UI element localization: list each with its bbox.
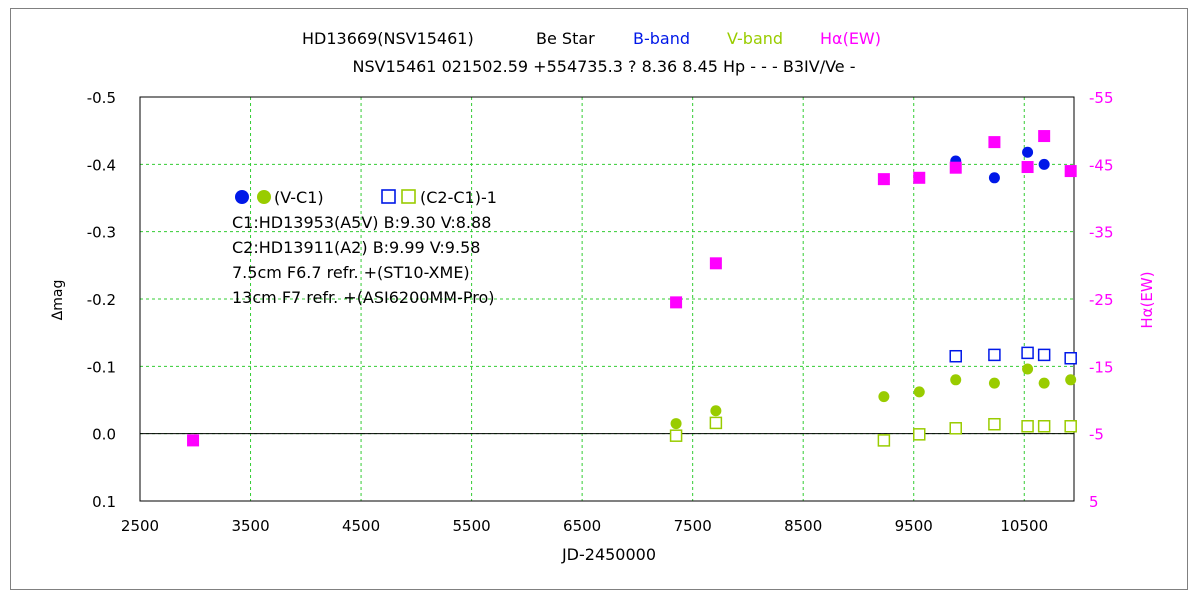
data-point [1064,352,1077,365]
data-point [988,136,1001,149]
data-point [1037,420,1051,433]
data-point [1064,420,1077,433]
data-point [988,417,1001,431]
data-point [1022,146,1034,158]
x-tick-label: 2500 [121,517,159,535]
y-axis-label: Δmag [50,280,66,321]
y-tick-label: 0.0 [92,426,116,444]
data-marks [187,130,1077,447]
x-tick-label: 3500 [231,517,269,535]
x-tick-label: 9500 [895,517,933,535]
data-point [709,416,723,430]
data-point [988,377,1000,389]
legend-line-4: 13cm F7 refr. +(ASI6200MM-Pro) [232,288,494,307]
legend-line-3: 7.5cm F6.7 refr. +(ST10-XME) [232,263,470,282]
legend-v-circle-icon [257,190,271,204]
data-point [988,348,1001,362]
y2-tick-label: 5 [1089,493,1099,511]
chart-frame [10,8,1188,590]
data-point [913,171,926,184]
y-tick-label: 0.1 [92,493,116,511]
x-tick-label: 7500 [674,517,712,535]
y2-axis-label: Hα(EW) [1138,271,1156,328]
y-tick-label: -0.3 [87,224,116,242]
y2-axis-ticks: -55-45-35-25-15-55 [1089,89,1114,511]
x-tick-label: 4500 [342,517,380,535]
x-tick-label: 5500 [453,517,491,535]
plot-area [139,96,1075,502]
data-point [913,428,926,441]
y2-tick-label: -5 [1089,426,1104,444]
data-point [949,422,962,435]
legend-v-square-icon [401,189,416,204]
data-point [913,386,925,398]
data-point [1065,374,1077,386]
data-point [1021,161,1034,174]
data-point [187,434,200,447]
chart-subtitle: NSV15461 021502.59 +554735.3 ? 8.36 8.45… [353,57,856,76]
legend-line-2: C2:HD13911(A2) B:9.99 V:9.58 [232,238,480,257]
chart-title-v-band: V-band [727,29,783,48]
legend: (V-C1) (C2-C1)-1 C1:HD13953(A5V) B:9.30 … [232,188,497,307]
data-point [710,405,722,417]
x-axis-label: JD-2450000 [561,545,656,564]
data-point [709,257,722,270]
data-point [1022,363,1034,375]
x-tick-label: 10500 [1000,517,1048,535]
y-axis-ticks: -0.5 -0.4 -0.3 -0.2 -0.1 0.0 0.1 [87,89,116,511]
y-tick-label: -0.1 [87,358,116,376]
y2-tick-label: -55 [1089,89,1114,107]
chart-title-star: HD13669(NSV15461) [302,29,474,48]
y-tick-label: -0.4 [87,156,116,174]
chart-title-kind: Be Star [536,29,595,48]
data-point [669,429,683,442]
data-point [877,173,890,186]
data-point [878,391,890,403]
data-point [670,418,682,430]
data-point [1021,420,1034,433]
x-axis-ticks: 2500 3500 4500 5500 6500 7500 8500 9500 10500 [121,517,1048,535]
y2-tick-label: -35 [1089,224,1114,242]
data-point [1021,346,1034,360]
legend-line-1: C1:HD13953(A5V) B:9.30 V:8.88 [232,213,491,232]
chart-title-b-band: B-band [633,29,690,48]
data-point [1064,165,1077,178]
data-point [877,434,891,447]
y2-tick-label: -15 [1089,358,1114,376]
data-point [1038,158,1050,170]
y2-tick-label: -25 [1089,291,1114,309]
y-tick-label: -0.2 [87,291,116,309]
data-point [949,161,962,174]
data-point [949,349,962,363]
legend-b-square-icon [381,189,396,204]
data-point [988,172,1000,184]
data-point [1038,377,1050,389]
chart-title-h-alpha: Hα(EW) [820,29,881,48]
legend-vc1-label: (V-C1) [274,188,324,207]
x-tick-label: 8500 [784,517,822,535]
legend-b-circle-icon [235,190,249,204]
data-point [950,374,962,386]
data-point [1038,130,1051,143]
x-tick-label: 6500 [563,517,601,535]
y-tick-label: -0.5 [87,89,116,107]
y2-tick-label: -45 [1089,156,1114,174]
data-point [670,296,683,309]
data-point [1037,348,1051,362]
legend-c2c1-label: (C2-C1)-1 [420,188,497,207]
